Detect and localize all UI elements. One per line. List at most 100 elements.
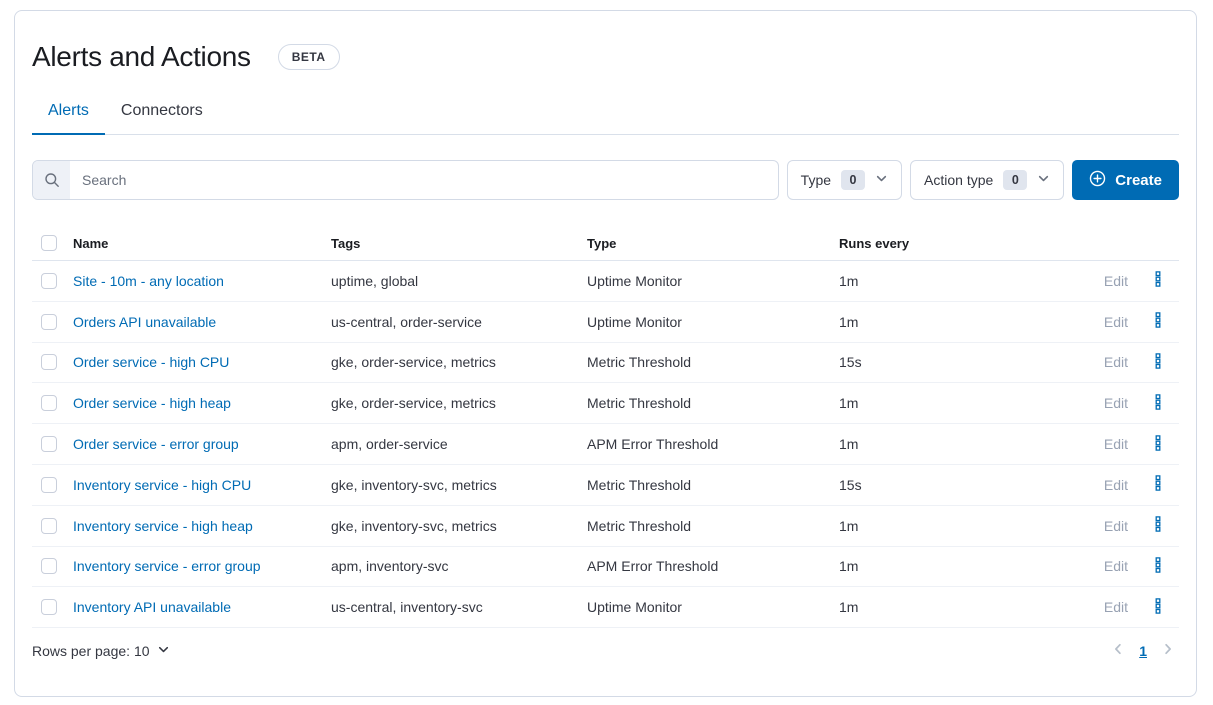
table-row: Order service - error group apm, order-s… — [32, 424, 1179, 465]
table-body: Site - 10m - any location uptime, global… — [32, 261, 1179, 629]
row-actions: Edit — [1069, 475, 1179, 494]
type-cell: Metric Threshold — [587, 476, 692, 493]
alert-name-link[interactable]: Inventory service - error group — [73, 558, 261, 575]
type-cell: APM Error Threshold — [587, 436, 719, 453]
row-menu-button[interactable] — [1150, 516, 1166, 535]
row-menu-button[interactable] — [1150, 557, 1166, 576]
filter-group: Type 0 Action type 0 — [786, 160, 1065, 200]
search-icon — [33, 161, 70, 199]
alert-name-link[interactable]: Inventory API unavailable — [73, 599, 231, 616]
row-menu-button[interactable] — [1150, 475, 1166, 494]
row-menu-button[interactable] — [1150, 598, 1166, 617]
runs-every-cell: 1m — [839, 436, 859, 453]
row-actions: Edit — [1069, 394, 1179, 413]
tabs: Alerts Connectors — [32, 102, 1179, 135]
edit-link[interactable]: Edit — [1103, 313, 1128, 330]
row-actions: Edit — [1069, 557, 1179, 576]
type-cell: Metric Threshold — [587, 517, 692, 534]
page-number-1[interactable]: 1 — [1139, 642, 1147, 659]
type-cell: Uptime Monitor — [587, 313, 682, 330]
row-checkbox[interactable] — [41, 558, 57, 575]
tags-cell: apm, order-service — [331, 436, 448, 453]
alert-name-link[interactable]: Orders API unavailable — [73, 313, 217, 330]
type-cell: APM Error Threshold — [587, 558, 719, 575]
beta-badge: BETA — [277, 44, 340, 70]
row-menu-button[interactable] — [1150, 394, 1166, 413]
row-menu-button[interactable] — [1150, 434, 1166, 454]
row-menu-button[interactable] — [1150, 312, 1166, 331]
row-actions: Edit — [1069, 434, 1179, 454]
filter-count-badge: 0 — [1003, 170, 1028, 190]
alert-name-link[interactable]: Inventory service - high CPU — [73, 476, 252, 493]
alert-name-link[interactable]: Order service - error group — [73, 436, 239, 453]
search-input[interactable] — [70, 172, 778, 188]
edit-link[interactable]: Edit — [1103, 517, 1128, 534]
row-actions: Edit — [1069, 598, 1179, 617]
tags-cell: apm, inventory-svc — [331, 558, 449, 575]
row-checkbox[interactable] — [41, 476, 57, 493]
alerts-and-actions-panel: Alerts and Actions BETA Alerts Connector… — [14, 10, 1197, 697]
kebab-boxes-icon — [1150, 434, 1166, 454]
tags-cell: uptime, global — [331, 272, 419, 289]
table-row: Order service - high heap gke, order-ser… — [32, 383, 1179, 425]
alert-name-link[interactable]: Order service - high heap — [73, 395, 231, 412]
edit-link[interactable]: Edit — [1103, 599, 1128, 616]
create-button-label: Create — [1115, 171, 1162, 189]
alert-name-link[interactable]: Inventory service - high heap — [73, 517, 253, 534]
runs-every-cell: 1m — [839, 395, 859, 412]
row-checkbox[interactable] — [41, 313, 57, 330]
tab[interactable]: Alerts — [32, 102, 105, 135]
chevron-down-icon — [1037, 172, 1050, 188]
edit-link[interactable]: Edit — [1103, 354, 1128, 371]
tab[interactable]: Connectors — [105, 102, 219, 134]
table-row: Site - 10m - any location uptime, global… — [32, 261, 1179, 302]
plus-circle-icon — [1089, 170, 1106, 191]
row-checkbox[interactable] — [41, 436, 57, 453]
type-cell: Metric Threshold — [587, 354, 692, 371]
next-page-button[interactable] — [1161, 642, 1175, 659]
row-checkbox[interactable] — [41, 599, 57, 616]
edit-link[interactable]: Edit — [1103, 558, 1128, 575]
chevron-down-icon — [157, 643, 170, 659]
rows-per-page-button[interactable]: Rows per page: 10 — [32, 643, 170, 659]
row-actions: Edit — [1069, 271, 1179, 290]
runs-every-cell: 15s — [839, 476, 862, 493]
kebab-boxes-icon — [1150, 598, 1166, 617]
filter-button[interactable]: Action type 0 — [910, 160, 1065, 200]
row-checkbox[interactable] — [41, 517, 57, 534]
select-all-checkbox[interactable] — [41, 235, 57, 251]
alert-name-link[interactable]: Order service - high CPU — [73, 354, 230, 371]
type-cell: Uptime Monitor — [587, 272, 682, 289]
kebab-boxes-icon — [1150, 475, 1166, 494]
tab-label: Alerts — [48, 102, 89, 119]
table-row: Inventory service - error group apm, inv… — [32, 547, 1179, 588]
row-actions: Edit — [1069, 516, 1179, 535]
edit-link[interactable]: Edit — [1103, 272, 1128, 289]
filter-count-badge: 0 — [841, 170, 866, 190]
edit-link[interactable]: Edit — [1103, 395, 1128, 412]
row-checkbox[interactable] — [41, 395, 57, 412]
previous-page-button[interactable] — [1111, 642, 1125, 659]
table-footer: Rows per page: 10 1 — [32, 642, 1179, 659]
kebab-boxes-icon — [1150, 271, 1166, 290]
tab-label: Connectors — [120, 102, 203, 119]
row-checkbox[interactable] — [41, 272, 57, 289]
search-box — [32, 160, 779, 200]
create-button[interactable]: Create — [1072, 160, 1179, 200]
filter-button[interactable]: Type 0 — [786, 160, 903, 200]
chevron-left-icon — [1111, 642, 1125, 659]
edit-link[interactable]: Edit — [1103, 436, 1128, 453]
kebab-boxes-icon — [1150, 353, 1166, 372]
row-menu-button[interactable] — [1150, 353, 1166, 372]
edit-link[interactable]: Edit — [1103, 476, 1128, 493]
tags-cell: gke, inventory-svc, metrics — [331, 517, 497, 534]
pagination: 1 — [1111, 642, 1179, 659]
type-cell: Metric Threshold — [587, 395, 692, 412]
row-checkbox[interactable] — [41, 354, 57, 371]
row-menu-button[interactable] — [1150, 271, 1166, 290]
tags-cell: us-central, order-service — [331, 313, 482, 330]
row-actions: Edit — [1069, 312, 1179, 331]
alert-name-link[interactable]: Site - 10m - any location — [73, 272, 224, 289]
table-row: Orders API unavailable us-central, order… — [32, 302, 1179, 343]
kebab-boxes-icon — [1150, 516, 1166, 535]
